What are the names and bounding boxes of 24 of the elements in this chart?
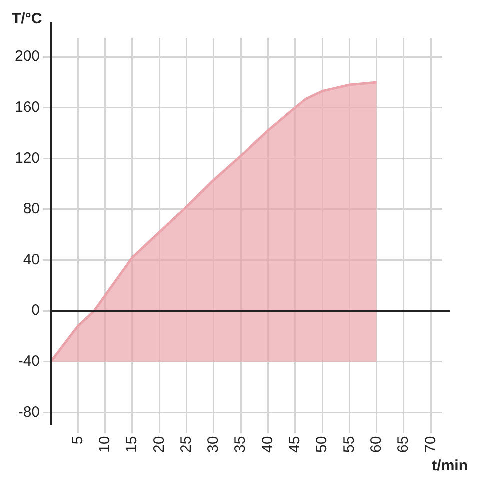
- x-tick-label: 45: [286, 436, 304, 454]
- y-axis-title: T/°C: [12, 10, 42, 28]
- x-tick-label: 10: [96, 436, 114, 454]
- x-tick-label: 50: [314, 436, 331, 454]
- x-tick-label: 65: [395, 436, 412, 454]
- y-tick-label: 120: [14, 150, 40, 167]
- x-tick-label: 35: [232, 436, 250, 454]
- y-tick-label: 160: [14, 98, 40, 116]
- y-tick-label: -40: [18, 352, 40, 370]
- x-tick-label: 40: [259, 436, 276, 454]
- x-tick-label: 60: [368, 436, 385, 454]
- x-tick-label: 30: [205, 436, 222, 454]
- y-tick-label: -80: [18, 404, 40, 421]
- y-tick-label: 200: [14, 48, 40, 66]
- x-tick-label: 55: [340, 436, 358, 454]
- y-tick-label: 0: [32, 302, 40, 320]
- x-tick-label: 25: [178, 436, 195, 454]
- y-tick-label: 40: [23, 251, 40, 268]
- x-axis-title: t/min: [432, 458, 468, 475]
- x-tick-label: 5: [69, 436, 86, 445]
- x-tick-label: 70: [422, 436, 440, 454]
- y-tick-label: 80: [23, 200, 40, 218]
- x-tick-label: 15: [124, 436, 141, 454]
- x-tick-label: 20: [150, 436, 168, 454]
